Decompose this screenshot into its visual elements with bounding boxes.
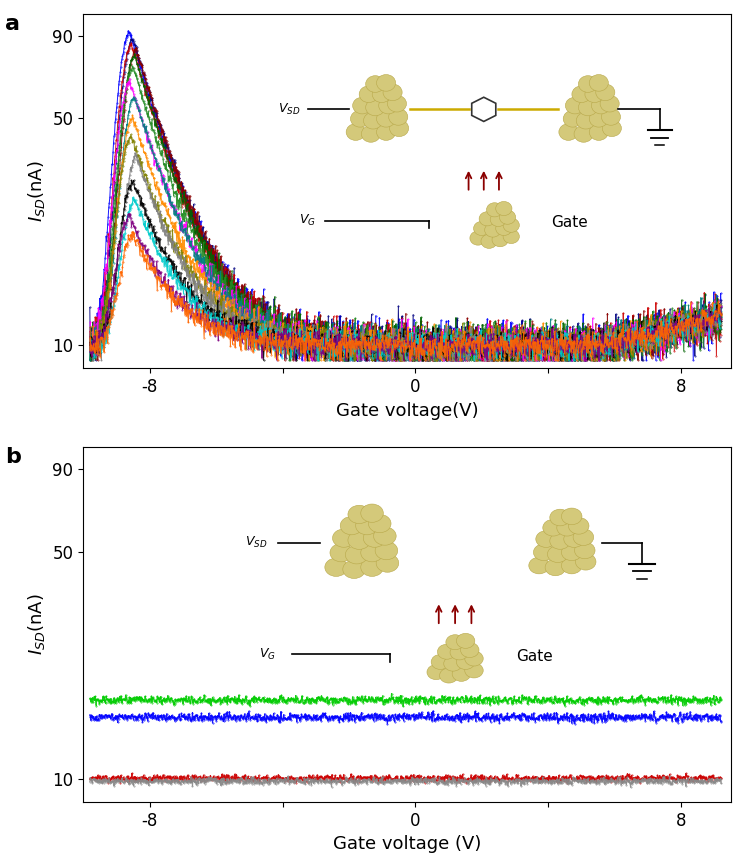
- X-axis label: Gate voltage(V): Gate voltage(V): [336, 401, 478, 420]
- Text: b: b: [5, 447, 22, 467]
- Y-axis label: $I_{SD}$(nA): $I_{SD}$(nA): [26, 160, 47, 222]
- Text: a: a: [5, 14, 20, 34]
- X-axis label: Gate voltage (V): Gate voltage (V): [333, 835, 481, 853]
- Y-axis label: $I_{SD}$(nA): $I_{SD}$(nA): [26, 594, 47, 655]
